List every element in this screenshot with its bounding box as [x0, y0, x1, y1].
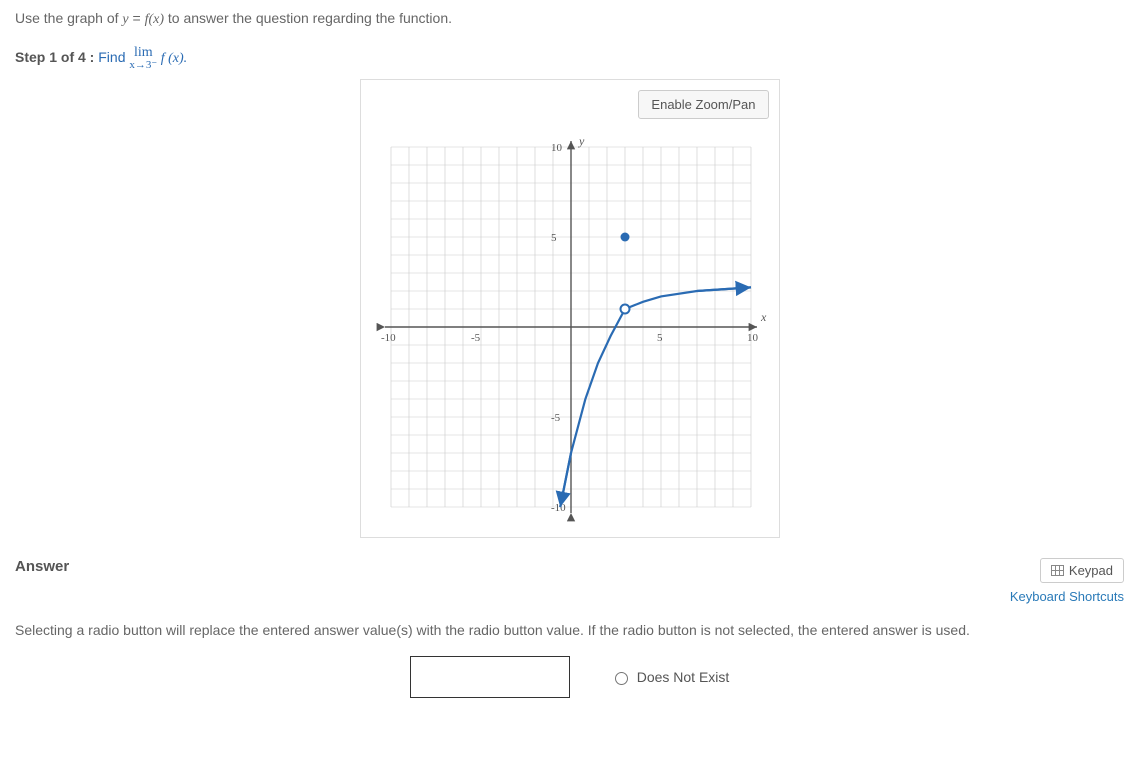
keypad-icon	[1051, 565, 1064, 576]
svg-text:5: 5	[657, 332, 663, 344]
function-graph: x y -10 -5 5 10 -10 -5 5 10	[371, 127, 771, 527]
keypad-button[interactable]: Keypad	[1040, 558, 1124, 583]
zoom-pan-button[interactable]: Enable Zoom/Pan	[638, 90, 768, 119]
eq-x: (x)	[148, 12, 164, 27]
answer-input[interactable]	[410, 656, 570, 698]
step-label: Step 1 of 4 :	[15, 49, 94, 65]
svg-text:-5: -5	[551, 412, 561, 424]
dne-label: Does Not Exist	[637, 669, 730, 685]
intro-pre: Use the graph of	[15, 10, 122, 26]
dne-radio[interactable]	[615, 672, 628, 685]
keypad-label: Keypad	[1069, 563, 1113, 578]
step-line: Step 1 of 4 : Find limx→3⁻ f (x).	[15, 46, 1124, 71]
svg-text:y: y	[578, 134, 585, 148]
svg-text:5: 5	[551, 232, 557, 244]
svg-text:10: 10	[551, 142, 563, 154]
svg-text:10: 10	[747, 332, 759, 344]
answer-inputs: Does Not Exist	[15, 656, 1124, 698]
intro-post: to answer the question regarding the fun…	[164, 10, 452, 26]
answer-hint: Selecting a radio button will replace th…	[15, 622, 1124, 638]
question-intro: Use the graph of y = f(x) to answer the …	[15, 10, 1124, 28]
step-fx: f (x).	[157, 51, 187, 66]
svg-text:-10: -10	[551, 502, 566, 514]
svg-text:-5: -5	[471, 332, 481, 344]
limit-expression: limx→3⁻	[129, 46, 157, 71]
step-find: Find	[94, 49, 129, 65]
answer-bar: Answer Keypad Keyboard Shortcuts	[15, 558, 1124, 604]
eq-eq: =	[129, 10, 145, 26]
graph-container: Enable Zoom/Pan x y -10 -5 5 10 -10 -5 5 10	[360, 79, 780, 538]
keyboard-shortcuts-link[interactable]: Keyboard Shortcuts	[1010, 589, 1124, 604]
answer-tools: Keypad Keyboard Shortcuts	[1010, 558, 1124, 604]
dne-option[interactable]: Does Not Exist	[610, 669, 730, 685]
svg-text:x: x	[760, 310, 767, 324]
answer-heading: Answer	[15, 558, 69, 575]
svg-text:-10: -10	[381, 332, 396, 344]
